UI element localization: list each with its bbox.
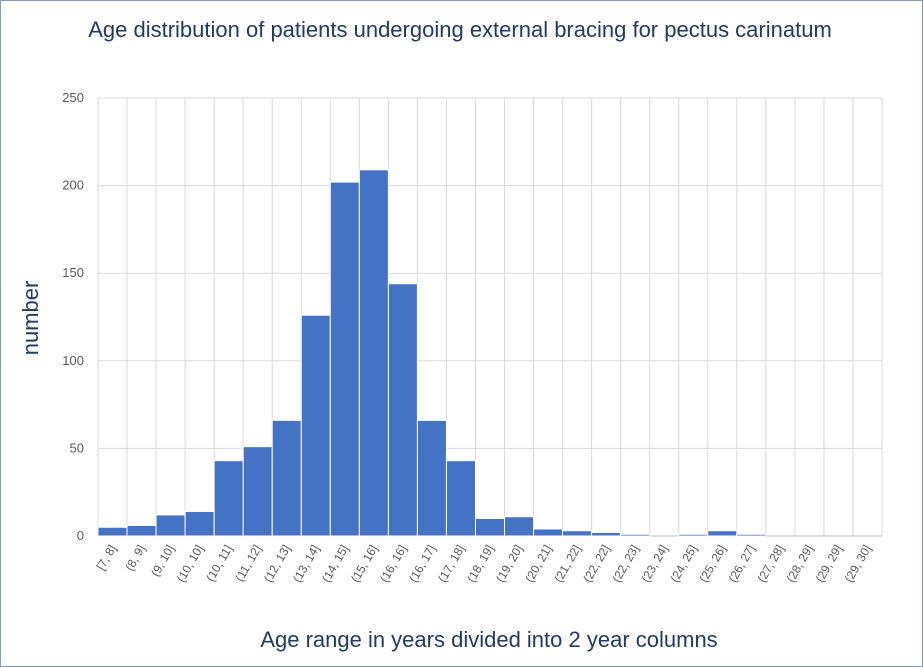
x-tick-label: (17, 18] bbox=[435, 543, 467, 585]
y-tick-label: 250 bbox=[62, 90, 84, 105]
x-tick-label: (29, 29] bbox=[813, 543, 845, 585]
bar bbox=[213, 460, 244, 537]
bar bbox=[300, 314, 331, 537]
y-tick-label: 0 bbox=[77, 528, 84, 543]
bar bbox=[358, 169, 389, 537]
bar bbox=[126, 524, 157, 537]
bar bbox=[387, 283, 418, 537]
bar bbox=[504, 516, 535, 537]
x-tick-label: (21, 22] bbox=[551, 543, 583, 585]
x-axis-title: Age range in years divided into 2 year c… bbox=[260, 627, 717, 652]
x-tick-label: (22, 23] bbox=[609, 543, 641, 585]
bar bbox=[678, 533, 709, 537]
bar bbox=[97, 526, 128, 537]
x-tick-label: (19, 20] bbox=[493, 543, 525, 585]
y-axis-title: number bbox=[18, 281, 43, 356]
x-tick-label: (12, 13] bbox=[261, 543, 293, 585]
x-tick-label: (20, 21] bbox=[522, 543, 554, 585]
bar bbox=[155, 514, 186, 537]
bar bbox=[329, 181, 360, 537]
bar bbox=[620, 533, 651, 537]
chart-title: Age distribution of patients undergoing … bbox=[88, 17, 832, 42]
x-tick-label: (28, 29] bbox=[784, 543, 816, 585]
bar bbox=[271, 419, 302, 537]
x-tick-label: (14, 15] bbox=[319, 543, 351, 585]
x-tick-label: (11, 12] bbox=[232, 543, 264, 584]
bar bbox=[533, 528, 564, 537]
x-tick-label: [7, 8] bbox=[94, 543, 119, 573]
bar bbox=[242, 446, 273, 537]
bar bbox=[707, 530, 738, 537]
x-tick-label: (8, 9] bbox=[122, 543, 148, 574]
bar bbox=[184, 510, 215, 537]
x-tick-label: (22, 22] bbox=[580, 543, 612, 585]
y-tick-label: 200 bbox=[62, 178, 84, 193]
x-tick-label: (18, 19] bbox=[464, 543, 496, 585]
bar bbox=[562, 530, 593, 537]
x-tick-label: (13, 14] bbox=[290, 543, 322, 585]
y-tick-label: 100 bbox=[62, 353, 84, 368]
bar bbox=[416, 419, 447, 537]
x-tick-label: (10, 10] bbox=[174, 543, 206, 585]
bar bbox=[445, 460, 476, 537]
x-tick-label: (16, 17] bbox=[406, 543, 438, 585]
x-tick-label: (10, 11] bbox=[203, 543, 235, 584]
bars bbox=[97, 169, 767, 537]
x-tick-label: (23, 24] bbox=[638, 543, 670, 585]
bar bbox=[591, 531, 622, 537]
bar bbox=[474, 517, 506, 537]
y-tick-label: 150 bbox=[62, 265, 84, 280]
x-tick-label: (25, 26] bbox=[696, 543, 728, 585]
x-tick-label: (15, 16] bbox=[348, 543, 380, 585]
x-tick-label: (27, 28] bbox=[754, 543, 786, 585]
y-tick-labels: 0 50 100 150 200 250 bbox=[62, 90, 84, 543]
x-tick-label: (24, 25] bbox=[667, 543, 699, 585]
x-tick-label: (29, 30] bbox=[842, 543, 874, 585]
x-tick-label: (26, 27] bbox=[725, 543, 757, 585]
bar bbox=[736, 533, 767, 537]
x-tick-label: (16, 16] bbox=[377, 543, 409, 585]
x-tick-labels: [7, 8] (8, 9] (9, 10](10, 10](10, 11](11, … bbox=[94, 543, 874, 585]
x-tick-label: (9, 10] bbox=[148, 543, 177, 579]
y-tick-label: 50 bbox=[70, 440, 84, 455]
